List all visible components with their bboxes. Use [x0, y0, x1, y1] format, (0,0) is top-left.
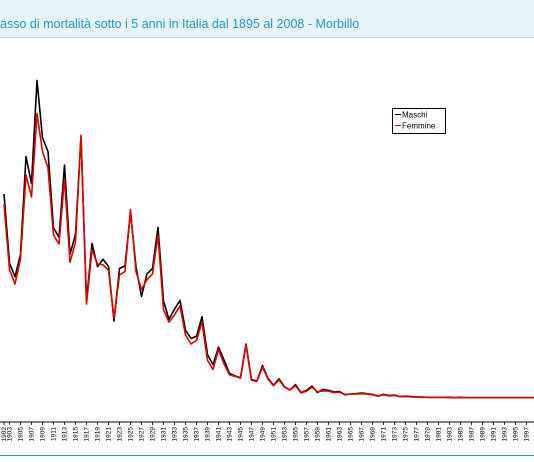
x-tick-label: 1917 [84, 427, 91, 442]
x-tick-label: 1927 [139, 427, 146, 442]
legend-label-femmine: Femmine [402, 121, 436, 131]
x-tick-label: 1997 [524, 427, 531, 442]
x-tick-label: 1919 [95, 427, 102, 442]
x-tick-label: 1925 [128, 427, 135, 442]
x-tick-label: 1911 [51, 427, 58, 441]
x-tick-label: 1977 [414, 427, 421, 442]
series-line-maschi [3, 79, 534, 399]
x-tick-label: 1967 [359, 427, 366, 442]
x-tick-label: 1933 [172, 427, 179, 442]
x-tick-label: 1973 [392, 427, 399, 442]
legend-item-femmine: Femmine [395, 121, 435, 132]
x-tick-label: 1943 [227, 427, 234, 442]
x-tick-label: 1931 [161, 427, 168, 442]
x-tick-label: 1921 [106, 427, 113, 442]
x-tick-label: 1981 [436, 427, 443, 442]
title-bar: asso di mortalità sotto i 5 anni in Ital… [0, 0, 534, 38]
chart-title: asso di mortalità sotto i 5 anni in Ital… [0, 17, 360, 31]
legend-label-maschi: Maschi [402, 110, 428, 120]
x-tick-label: 1949 [260, 427, 267, 442]
legend-swatch-femmine [395, 125, 401, 127]
x-tick-label: 1923 [117, 427, 124, 442]
x-tick-label: 1939 [205, 427, 212, 442]
x-tick-label: 1979 [425, 427, 432, 442]
x-tick-label: 1963 [337, 427, 344, 442]
bottom-rule [0, 455, 534, 456]
series-line-femmine [3, 112, 534, 399]
x-tick-label: 1987 [469, 427, 476, 442]
x-tick-label: 1935 [183, 427, 190, 442]
x-tick-label: 1941 [216, 427, 223, 442]
x-tick-label: 1929 [150, 427, 157, 442]
x-tick-label: 1903 [7, 427, 14, 442]
x-tick-label: 1947 [249, 427, 256, 442]
x-tick-label: 1969 [370, 427, 377, 442]
x-tick-label: 1959 [315, 427, 322, 442]
legend-swatch-maschi [395, 114, 401, 116]
x-tick-label: 1983 [447, 427, 454, 442]
x-tick-label: 1957 [304, 427, 311, 442]
x-tick-label: 1937 [194, 427, 201, 442]
x-tick-label: 1961 [326, 427, 333, 442]
legend-item-maschi: Maschi [395, 110, 427, 121]
x-tick-label: 1971 [381, 427, 388, 442]
legend: Maschi Femmine [392, 108, 446, 134]
x-tick-label: 1953 [282, 427, 289, 442]
x-tick-label: 1907 [29, 427, 36, 442]
x-tick-label: 1913 [62, 427, 69, 442]
x-tick-label: 1989 [480, 427, 487, 442]
x-tick-label: 1975 [403, 427, 410, 442]
x-tick-label: 1902 [1, 427, 8, 442]
x-tick-label: 1991 [491, 427, 498, 442]
x-tick-label: 1993 [502, 427, 509, 442]
x-tick-label: 1951 [271, 427, 278, 442]
x-tick-label: 1909 [40, 427, 47, 442]
x-tick-label: 1995 [513, 427, 520, 442]
x-tick-label: 1915 [73, 427, 80, 442]
x-tick-label: 1965 [348, 427, 355, 442]
x-tick-label: 1905 [18, 427, 25, 442]
x-tick-label: 1945 [238, 427, 245, 442]
x-tick-label: 1985 [458, 427, 465, 442]
x-tick-label: 1955 [293, 427, 300, 442]
